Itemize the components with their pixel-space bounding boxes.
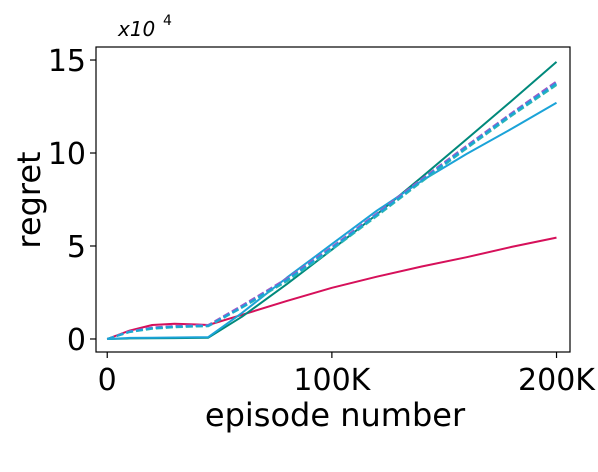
- y-axis: 0 5 10 15: [48, 44, 96, 358]
- x-tick-label-1: 100K: [293, 363, 371, 398]
- series-line-6: [106, 83, 558, 340]
- series-layer: [106, 61, 558, 340]
- y-tick-label-0: 0: [67, 323, 86, 358]
- plot-frame: [95, 46, 571, 353]
- y-scale-exponent: 4: [163, 13, 172, 29]
- y-tick-label-2: 10: [48, 137, 86, 172]
- y-tick-label-3: 15: [48, 44, 86, 79]
- series-line-7: [106, 84, 558, 340]
- series-line-8: [106, 82, 558, 340]
- y-scale-base: x10: [117, 17, 155, 41]
- series-line-1: [106, 236, 557, 340]
- y-axis-label: regret: [10, 151, 48, 248]
- x-axis-label: episode number: [205, 396, 466, 434]
- x-tick-label-0: 0: [98, 363, 117, 398]
- x-tick-label-2: 200K: [518, 363, 596, 398]
- series-line-3: [107, 101, 558, 340]
- series-line-2: [107, 61, 558, 340]
- x-axis: 0 100K 200K: [98, 352, 596, 398]
- y-tick-label-1: 5: [67, 230, 86, 265]
